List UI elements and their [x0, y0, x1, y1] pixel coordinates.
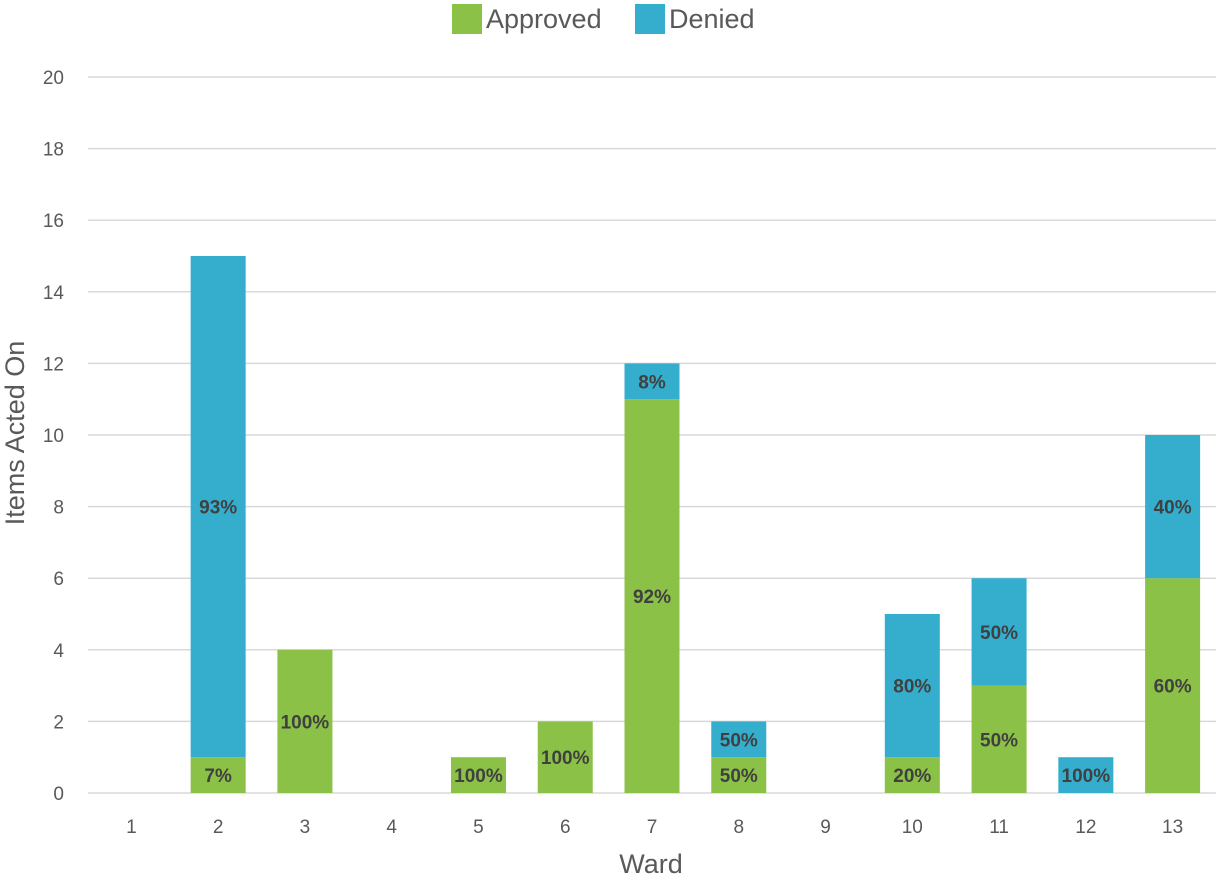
legend-label-approved: Approved [486, 4, 602, 34]
bar-denied-ward-12 [1058, 757, 1114, 793]
bar-denied-ward-10 [884, 614, 940, 758]
y-tick-label: 16 [43, 211, 64, 232]
y-tick-label: 12 [43, 354, 64, 375]
bar-denied-ward-8 [711, 721, 767, 758]
x-tick-label: 5 [473, 817, 484, 838]
x-tick-label: 13 [1162, 817, 1183, 838]
data-label-approved-ward-2: 7% [204, 766, 232, 787]
y-axis-tick-labels: 0 2 4 6 8 10 12 14 16 18 20 [43, 68, 65, 805]
bar-approved-ward-3 [277, 649, 333, 793]
data-label-denied-ward-12: 100% [1062, 766, 1111, 787]
x-tick-label: 8 [733, 817, 744, 838]
x-axis-title: Ward [619, 849, 683, 879]
bar-approved-ward-10 [884, 757, 940, 793]
data-label-approved-ward-7: 92% [633, 587, 671, 608]
y-tick-label: 2 [53, 712, 64, 733]
x-tick-label: 7 [647, 817, 658, 838]
y-tick-label: 20 [43, 68, 64, 89]
data-label-denied-ward-11: 50% [980, 623, 1018, 644]
bar-approved-ward-8 [711, 757, 767, 793]
bars [190, 256, 1201, 793]
x-tick-label: 9 [820, 817, 831, 838]
data-label-approved-ward-11: 50% [980, 730, 1018, 751]
x-tick-label: 3 [300, 817, 311, 838]
data-label-approved-ward-13: 60% [1154, 677, 1192, 698]
x-tick-label: 10 [902, 817, 923, 838]
x-tick-label: 12 [1075, 817, 1096, 838]
y-tick-label: 10 [43, 426, 64, 447]
data-label-denied-ward-10: 80% [893, 677, 931, 698]
data-label-approved-ward-8: 50% [720, 766, 758, 787]
bar-denied-ward-11 [971, 578, 1027, 686]
x-tick-label: 2 [213, 817, 224, 838]
data-label-denied-ward-13: 40% [1154, 498, 1192, 519]
data-labels: 7% 93% 100% 100% 100% 92% 8% 50% 50% 20% 80% 50% 50%… [199, 372, 1192, 787]
y-tick-label: 14 [43, 283, 65, 304]
y-tick-label: 0 [53, 784, 64, 805]
bar-approved-ward-11 [971, 685, 1027, 793]
bar-approved-ward-6 [537, 721, 593, 793]
legend-label-denied: Denied [669, 4, 755, 34]
data-label-approved-ward-3: 100% [281, 712, 330, 733]
data-label-denied-ward-2: 93% [199, 498, 237, 519]
x-tick-label: 4 [386, 817, 397, 838]
y-tick-label: 18 [43, 140, 64, 161]
data-label-approved-ward-10: 20% [893, 766, 931, 787]
bar-approved-ward-5 [450, 757, 506, 793]
data-label-approved-ward-5: 100% [454, 766, 503, 787]
data-label-denied-ward-7: 8% [638, 372, 666, 393]
bar-approved-ward-2 [190, 757, 246, 793]
y-axis-title: Items Acted On [0, 341, 30, 526]
legend-swatch-approved [452, 4, 482, 34]
legend: Approved Denied [452, 4, 755, 34]
x-tick-label: 6 [560, 817, 571, 838]
bar-denied-ward-2 [190, 256, 246, 758]
bar-denied-ward-7 [624, 363, 680, 400]
legend-swatch-denied [635, 4, 665, 34]
x-tick-label: 11 [989, 817, 1009, 838]
bar-denied-ward-13 [1145, 435, 1201, 579]
x-tick-label: 1 [126, 817, 137, 838]
data-label-denied-ward-8: 50% [720, 730, 758, 751]
y-tick-label: 4 [53, 641, 64, 662]
y-tick-label: 6 [53, 569, 64, 590]
bar-approved-ward-13 [1145, 578, 1201, 793]
y-tick-label: 8 [53, 498, 64, 519]
bar-approved-ward-7 [624, 399, 680, 793]
data-label-approved-ward-6: 100% [541, 748, 590, 769]
x-axis-tick-labels: 1 2 3 4 5 6 7 8 9 10 11 12 13 [126, 817, 1183, 838]
